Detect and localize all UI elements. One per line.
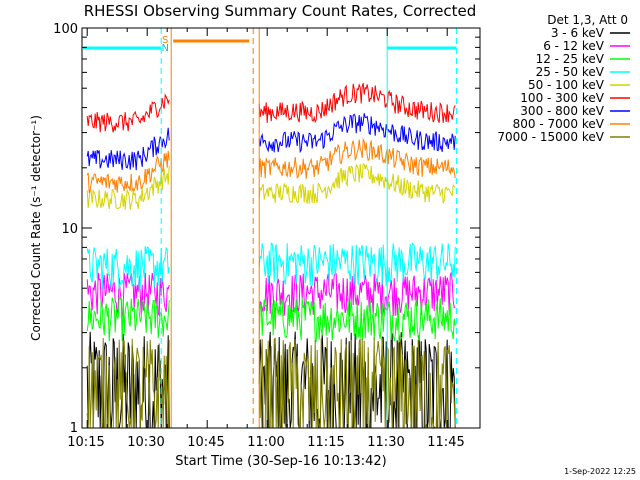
series-line-3	[258, 242, 456, 287]
series-line-2	[86, 296, 170, 342]
series-line-7	[86, 150, 170, 194]
y-axis: 100 10 1	[53, 22, 480, 436]
series-line-6	[86, 127, 170, 171]
legend-label: 300 - 800 keV	[520, 104, 604, 118]
legend-label: 100 - 300 keV	[520, 91, 604, 105]
x-tick-label: 10:15	[67, 435, 104, 450]
series-line-8	[86, 337, 170, 429]
series-line-4	[86, 165, 170, 210]
series-line-1	[86, 272, 170, 318]
series-line-7	[258, 137, 456, 179]
x-tick-label: 11:30	[367, 435, 404, 450]
night-flag-label: N	[161, 43, 168, 54]
flags: SN	[83, 28, 457, 428]
x-axis-label: Start Time (30-Sep-16 10:13:42)	[175, 454, 386, 469]
x-tick-label: 11:45	[427, 435, 464, 450]
x-tick-label: 10:45	[187, 435, 224, 450]
legend-label: 50 - 100 keV	[528, 78, 605, 92]
y-tick-label-100: 100	[53, 22, 78, 37]
legend-label: 12 - 25 keV	[536, 52, 605, 66]
y-axis-label: Corrected Count Rate (s⁻¹ detector⁻¹)	[29, 115, 43, 341]
x-tick-label: 11:15	[307, 435, 344, 450]
series-line-0	[86, 331, 170, 429]
legend-label: 25 - 50 keV	[536, 65, 605, 79]
series-line-5	[86, 93, 170, 133]
legend-label: 7000 - 15000 keV	[497, 130, 604, 144]
chart-title: RHESSI Observing Summary Count Rates, Co…	[84, 2, 477, 20]
legend-label: 3 - 6 keV	[551, 26, 605, 40]
y-tick-label-10: 10	[61, 222, 78, 237]
series-line-1	[258, 272, 456, 317]
legend-label: 6 - 12 keV	[543, 39, 605, 53]
series-line-5	[258, 83, 456, 124]
series-line-2	[258, 298, 456, 343]
timestamp: 1-Sep-2022 12:25	[564, 467, 636, 476]
legend-title: Det 1,3, Att 0	[547, 13, 628, 27]
x-tick-label: 11:00	[247, 435, 284, 450]
legend-label: 800 - 7000 keV	[513, 117, 605, 131]
series-line-8	[258, 337, 456, 430]
y-tick-label-1: 1	[70, 421, 78, 436]
x-tick-label: 10:30	[127, 435, 164, 450]
series-line-6	[258, 113, 456, 154]
series-line-3	[86, 246, 170, 292]
series-layer	[86, 83, 456, 430]
x-axis: 10:15 10:30 10:45 11:00 11:15 11:30 11:4…	[67, 28, 465, 450]
saa-flag-label: S	[162, 35, 168, 46]
series-line-4	[258, 162, 456, 204]
